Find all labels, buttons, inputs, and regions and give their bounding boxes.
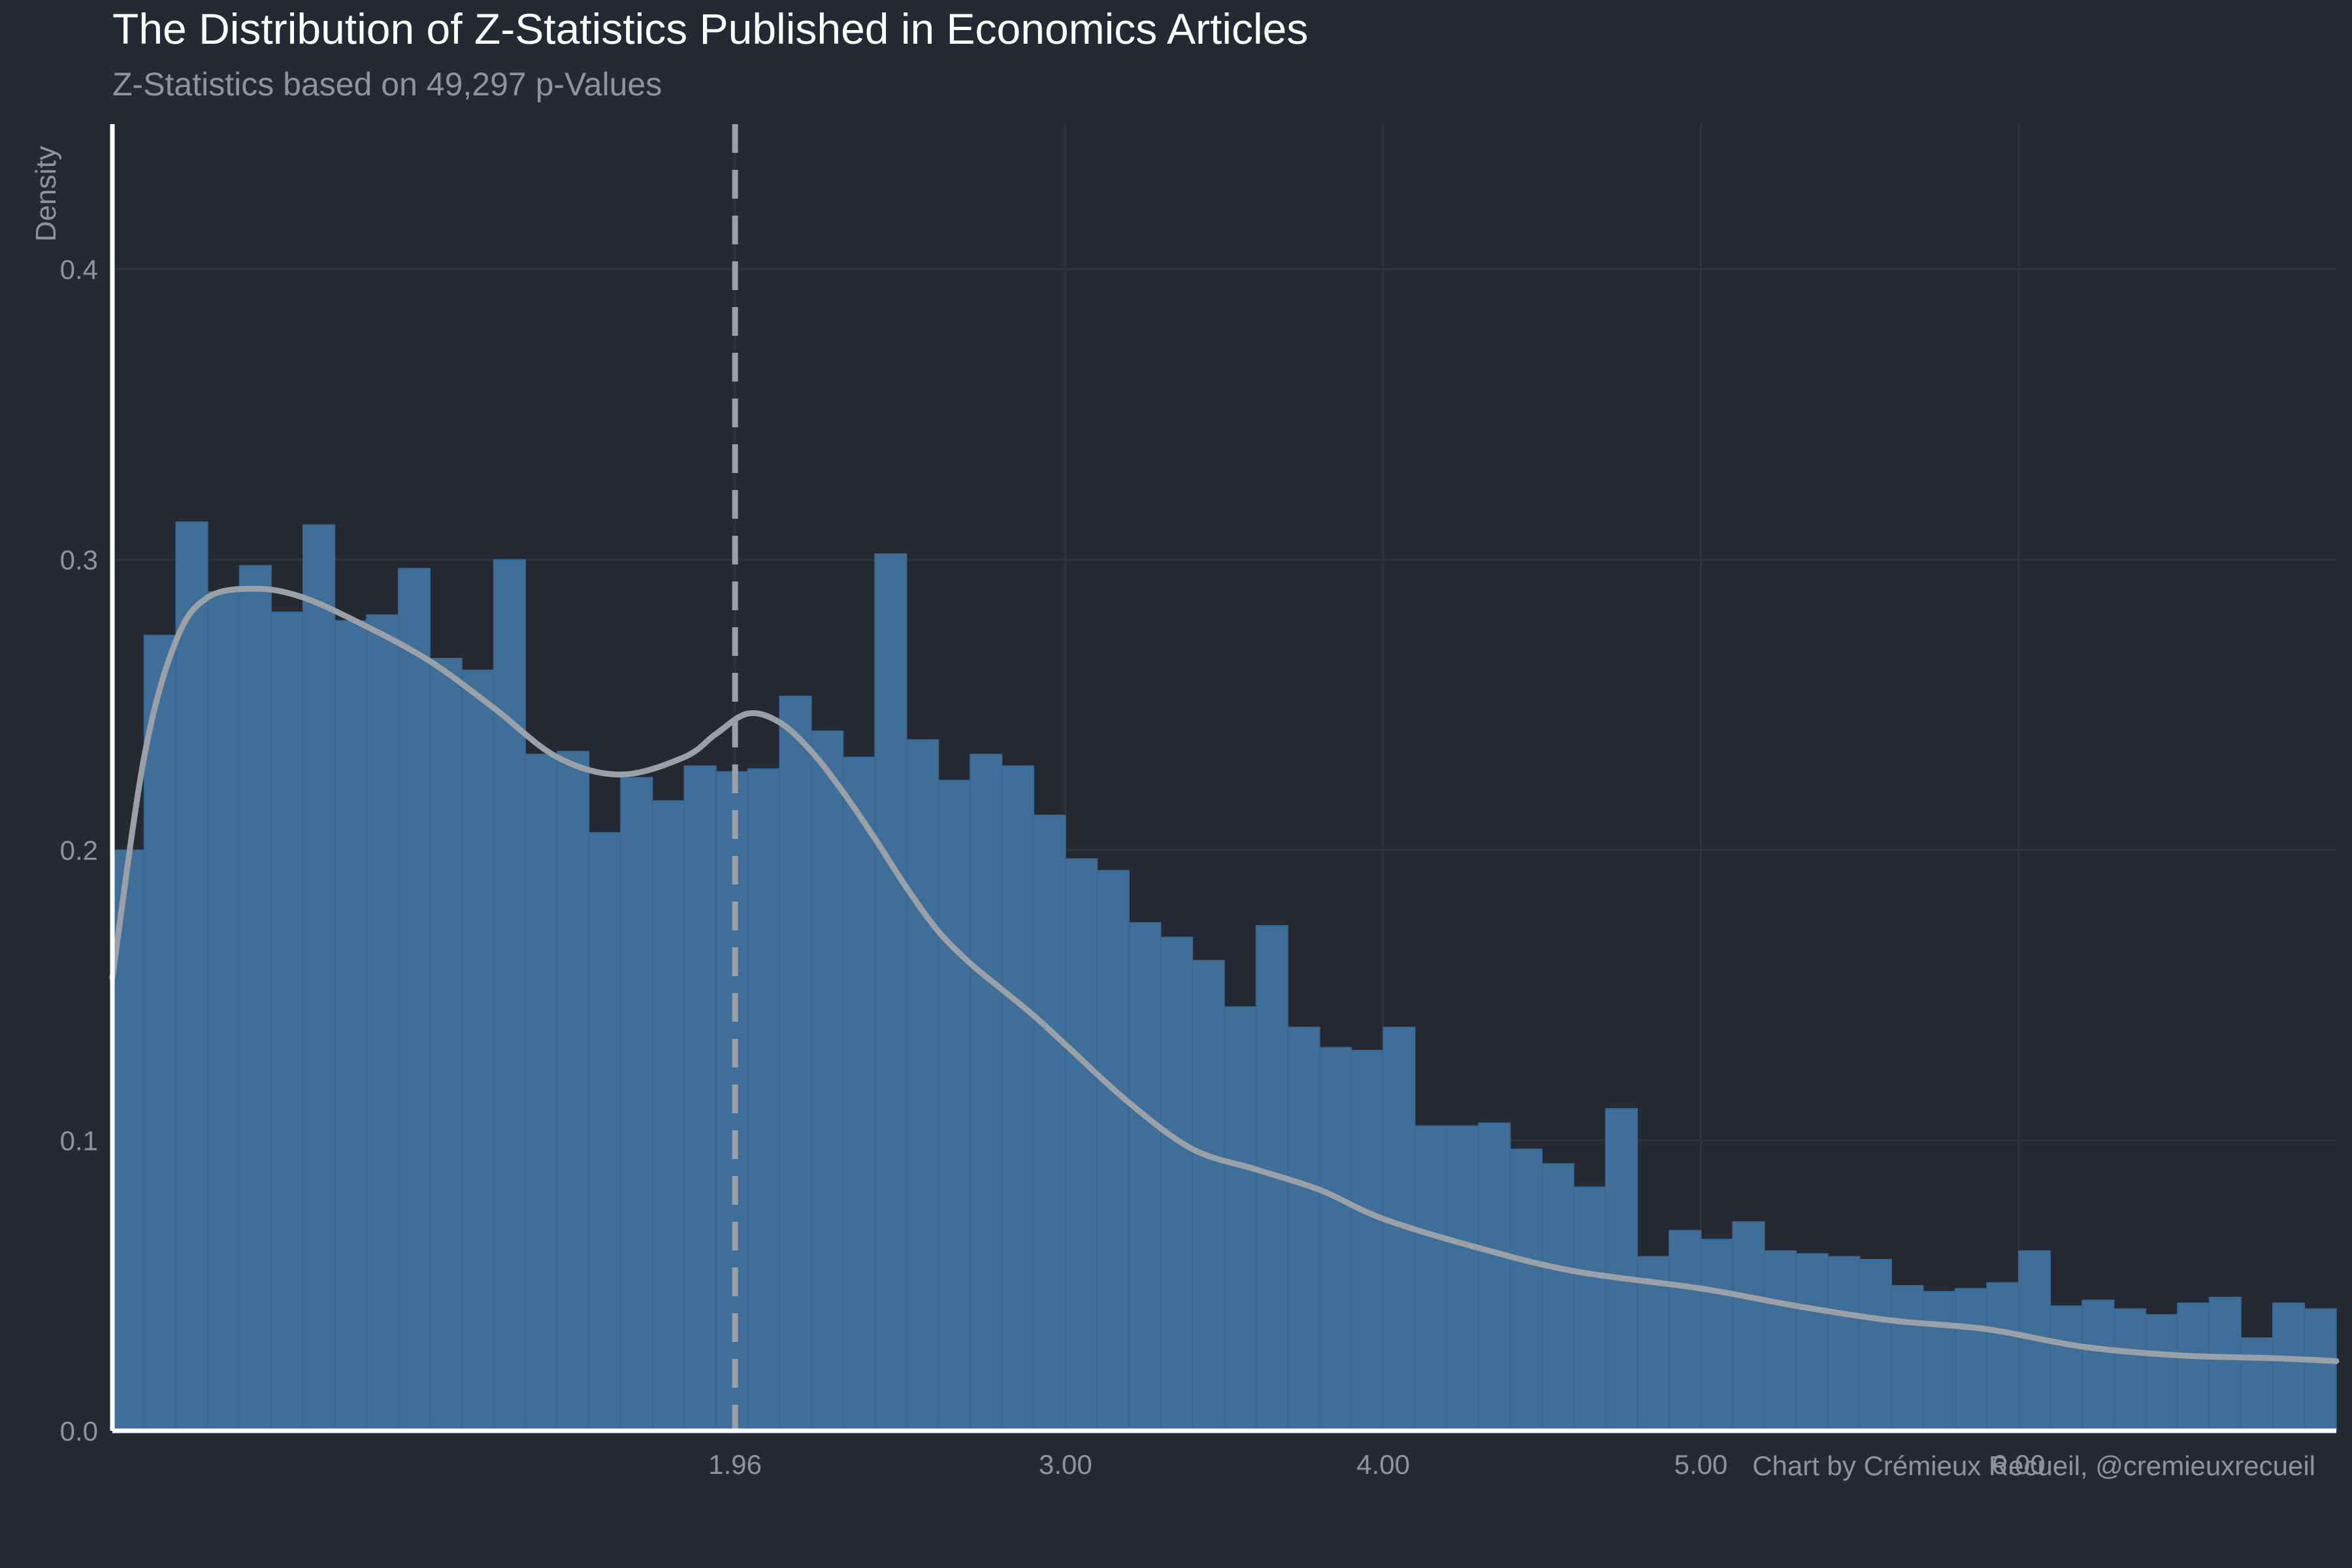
histogram-bar <box>1669 1230 1702 1431</box>
x-tick-label: 3.00 <box>1039 1449 1092 1480</box>
histogram-bar <box>2050 1305 2083 1431</box>
histogram-bar <box>1954 1288 1987 1431</box>
histogram-bar <box>970 753 1003 1431</box>
y-tick-label: 0.4 <box>60 254 98 285</box>
histogram-bar <box>493 559 526 1431</box>
histogram-bar <box>588 832 621 1431</box>
histogram-bar <box>651 800 685 1431</box>
histogram-bar <box>143 634 177 1431</box>
histogram-bar <box>334 620 367 1431</box>
y-tick-label: 0.2 <box>60 835 98 866</box>
histogram-bar <box>1287 1026 1320 1431</box>
histogram-bar <box>1224 1006 1257 1431</box>
histogram-bar <box>1478 1122 1511 1431</box>
chart-subtitle: Z-Statistics based on 49,297 p-Values <box>112 66 662 103</box>
x-tick-label: 1.96 <box>708 1449 762 1480</box>
y-tick-label: 0.1 <box>60 1126 98 1156</box>
histogram-bar <box>1033 815 1066 1431</box>
x-tick-label: 5.00 <box>1674 1449 1728 1480</box>
histogram-bar <box>2240 1337 2274 1431</box>
histogram-bar <box>397 568 431 1431</box>
histogram-bar <box>207 591 240 1431</box>
histogram-bar <box>842 757 875 1431</box>
histogram-bar <box>1509 1149 1543 1431</box>
y-tick-label: 0.0 <box>60 1416 98 1446</box>
histogram-bar <box>461 669 495 1431</box>
histogram-bar <box>525 753 558 1431</box>
histogram-bar <box>715 771 749 1431</box>
histogram-bar <box>366 614 399 1431</box>
histogram-bar <box>1192 960 1225 1431</box>
histogram-bar <box>1986 1282 2019 1431</box>
histogram-bar <box>874 553 907 1431</box>
histogram-bar <box>906 739 939 1431</box>
histogram-bar <box>1763 1250 1797 1431</box>
histogram-bar <box>1605 1107 1638 1431</box>
histogram-bar <box>1446 1125 1479 1431</box>
histogram-bar <box>811 730 844 1431</box>
histogram-bar <box>1541 1163 1575 1431</box>
histogram-bar <box>1350 1050 1384 1431</box>
histogram-bar <box>779 695 812 1431</box>
histogram-bar <box>1700 1238 1733 1431</box>
histogram-bar <box>938 779 971 1431</box>
histogram-bar <box>302 524 336 1431</box>
histogram-bar <box>2113 1308 2146 1431</box>
histogram-bar <box>747 768 780 1431</box>
x-tick-label: 4.00 <box>1356 1449 1410 1480</box>
histogram-bar <box>2145 1314 2178 1431</box>
histogram-bar <box>1414 1125 1448 1431</box>
histogram-bar <box>1923 1290 1956 1431</box>
histogram-bar <box>1827 1256 1861 1431</box>
histogram-bar <box>1795 1253 1829 1431</box>
histogram-bar <box>270 611 304 1431</box>
histogram-bar <box>429 658 463 1431</box>
histogram-bar <box>1160 936 1194 1431</box>
histogram-bar <box>1891 1285 1924 1431</box>
histogram-bar <box>2177 1302 2210 1431</box>
density-curve <box>109 585 2340 1364</box>
histogram-bar <box>2208 1296 2242 1431</box>
chart-title: The Distribution of Z-Statistics Publish… <box>112 5 1309 53</box>
x-tick-label: 6.00 <box>1992 1449 2046 1480</box>
histogram-bar <box>1319 1047 1352 1431</box>
histogram-bar <box>1573 1186 1607 1431</box>
histogram-bar <box>620 777 653 1431</box>
histogram-bar <box>1859 1259 1892 1431</box>
histogram-bar <box>683 765 717 1431</box>
histogram-bar <box>557 751 590 1431</box>
histogram-bar <box>2082 1299 2115 1431</box>
histogram-bar <box>1732 1221 1765 1431</box>
histogram-bar <box>1001 765 1034 1431</box>
chart-caption: Chart by Crémieux Recueil, @cremieuxrecu… <box>1752 1450 2315 1481</box>
histogram-bar <box>1096 870 1130 1431</box>
histogram-bar <box>175 521 208 1431</box>
histogram-bar <box>1065 858 1098 1431</box>
histogram-bar <box>2272 1302 2306 1431</box>
histogram-bar <box>2304 1308 2337 1431</box>
histogram-bar <box>238 564 272 1431</box>
y-tick-label: 0.3 <box>60 545 98 576</box>
histogram-bar <box>1128 922 1162 1431</box>
